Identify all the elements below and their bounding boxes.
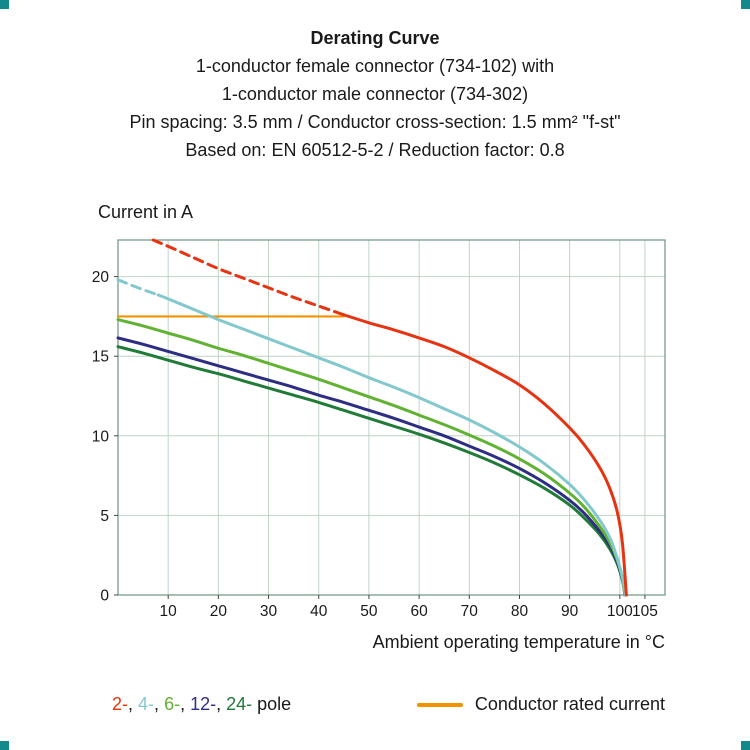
- rated-current-label: Conductor rated current: [474, 694, 665, 714]
- derating-chart: 10 20 30 40 50 60 70 80 90 100 105 0 5 10 15 20: [92, 238, 666, 620]
- y-tick-label: 10: [92, 428, 110, 445]
- corner-mark: [741, 0, 750, 9]
- legend-poles: 2-, 4-, 6-, 12-, 24-: [112, 694, 252, 714]
- curve-6-pole: [116, 318, 627, 597]
- x-tick-label: 105: [632, 603, 658, 620]
- y-tick-label: 5: [100, 508, 109, 525]
- legend-separator: ,: [180, 694, 191, 714]
- curve-2-pole: [342, 313, 628, 597]
- x-tick-label: 60: [410, 603, 428, 620]
- x-tick-label: 10: [160, 603, 178, 620]
- y-tick-label: 15: [92, 349, 109, 366]
- legend-pole-2: 2-: [112, 694, 129, 714]
- chart-subtitle-line-4: Based on: EN 60512-5-2 / Reduction facto…: [185, 140, 565, 160]
- legend-separator: ,: [154, 694, 165, 714]
- corner-mark: [0, 741, 9, 750]
- x-tick-label: 30: [260, 603, 278, 620]
- x-tick-label: 80: [511, 603, 529, 620]
- chart-subtitle-line-3: Pin spacing: 3.5 mm / Conductor cross-se…: [129, 112, 621, 132]
- curve-4-pole: [156, 293, 627, 597]
- curve-4-pole: [116, 278, 160, 297]
- legend-pole-suffix: pole: [252, 694, 292, 714]
- x-tick-label: 50: [360, 603, 378, 620]
- x-tick-label: 100: [607, 603, 633, 620]
- plot-frame: [117, 239, 666, 596]
- y-axis-label: Current in A: [98, 202, 194, 222]
- legend-poles-group: 2-, 4-, 6-, 12-, 24- pole: [112, 694, 291, 715]
- rated-current-swatch: [416, 702, 463, 707]
- corner-mark: [0, 0, 9, 9]
- curve-2-pole: [151, 238, 346, 317]
- legend-separator: ,: [216, 694, 227, 714]
- legend-pole-6: 6-: [164, 694, 181, 714]
- corner-mark: [741, 741, 750, 750]
- x-tick-label: 40: [310, 603, 328, 620]
- curve-24-pole: [116, 345, 627, 597]
- chart-subtitle-line-1: 1-conductor female connector (734-102) w…: [195, 56, 555, 76]
- legend-rated-current: Conductor rated current: [416, 694, 665, 715]
- curve-12-pole: [116, 336, 627, 597]
- x-tick-label: 90: [561, 603, 579, 620]
- y-tick-label: 20: [92, 269, 110, 286]
- legend-separator: ,: [128, 694, 139, 714]
- legend-pole-12: 12-: [190, 694, 217, 714]
- chart-title: Derating Curve: [310, 28, 440, 48]
- legend-pole-4: 4-: [138, 694, 155, 714]
- x-tick-label: 70: [461, 603, 479, 620]
- y-tick-label: 0: [100, 588, 109, 605]
- chart-header: Derating Curve 1-conductor female connec…: [0, 24, 750, 164]
- x-tick-label: 20: [210, 603, 228, 620]
- legend-pole-24: 24-: [226, 694, 253, 714]
- x-axis-label: Ambient operating temperature in °C: [372, 632, 665, 652]
- chart-subtitle-line-2: 1-conductor male connector (734-302): [221, 84, 529, 104]
